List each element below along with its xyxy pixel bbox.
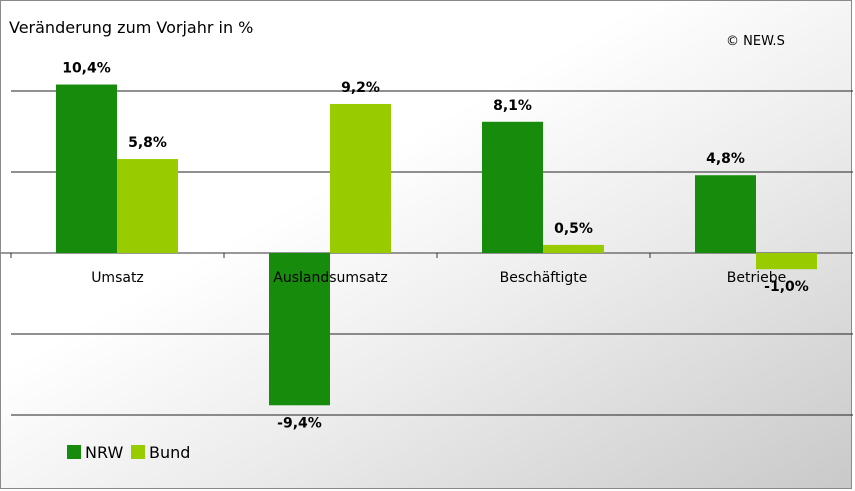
bars: [56, 84, 817, 406]
bar-nrw: [269, 253, 330, 406]
bar-bund: [543, 244, 604, 253]
legend-label-nrw: NRW: [85, 443, 123, 462]
data-label: -9,4%: [277, 415, 322, 431]
credit-text: © NEW.S: [726, 34, 785, 49]
data-label: 9,2%: [341, 80, 380, 96]
data-label: 8,1%: [493, 98, 532, 114]
bar-nrw: [695, 175, 756, 253]
bar-bund: [756, 253, 817, 270]
legend-swatch-nrw: [67, 445, 81, 459]
data-label: 10,4%: [62, 61, 111, 77]
category-label: Auslandsumsatz: [273, 270, 388, 286]
bar-bund: [117, 159, 178, 253]
data-labels: 10,4% 5,8% -9,4% 9,2% 8,1% 0,5% 4,8% -1,0%: [62, 61, 809, 432]
category-labels: Umsatz Auslandsumsatz Beschäftigte Betriebe: [91, 270, 786, 286]
legend-label-bund: Bund: [149, 443, 190, 462]
legend-swatch-bund: [131, 445, 145, 459]
data-label: 5,8%: [128, 135, 167, 151]
bar-nrw: [482, 121, 543, 253]
legend: NRW Bund: [67, 443, 190, 462]
category-label: Betriebe: [727, 270, 786, 286]
category-label: Umsatz: [91, 270, 144, 286]
category-label: Beschäftigte: [500, 270, 588, 286]
data-label: -1,0%: [764, 279, 809, 295]
chart-title: Veränderung zum Vorjahr in %: [9, 18, 253, 37]
bar-nrw: [56, 84, 117, 254]
data-label: 0,5%: [554, 221, 593, 237]
bar-bund: [330, 103, 391, 254]
data-label: 4,8%: [706, 151, 745, 167]
